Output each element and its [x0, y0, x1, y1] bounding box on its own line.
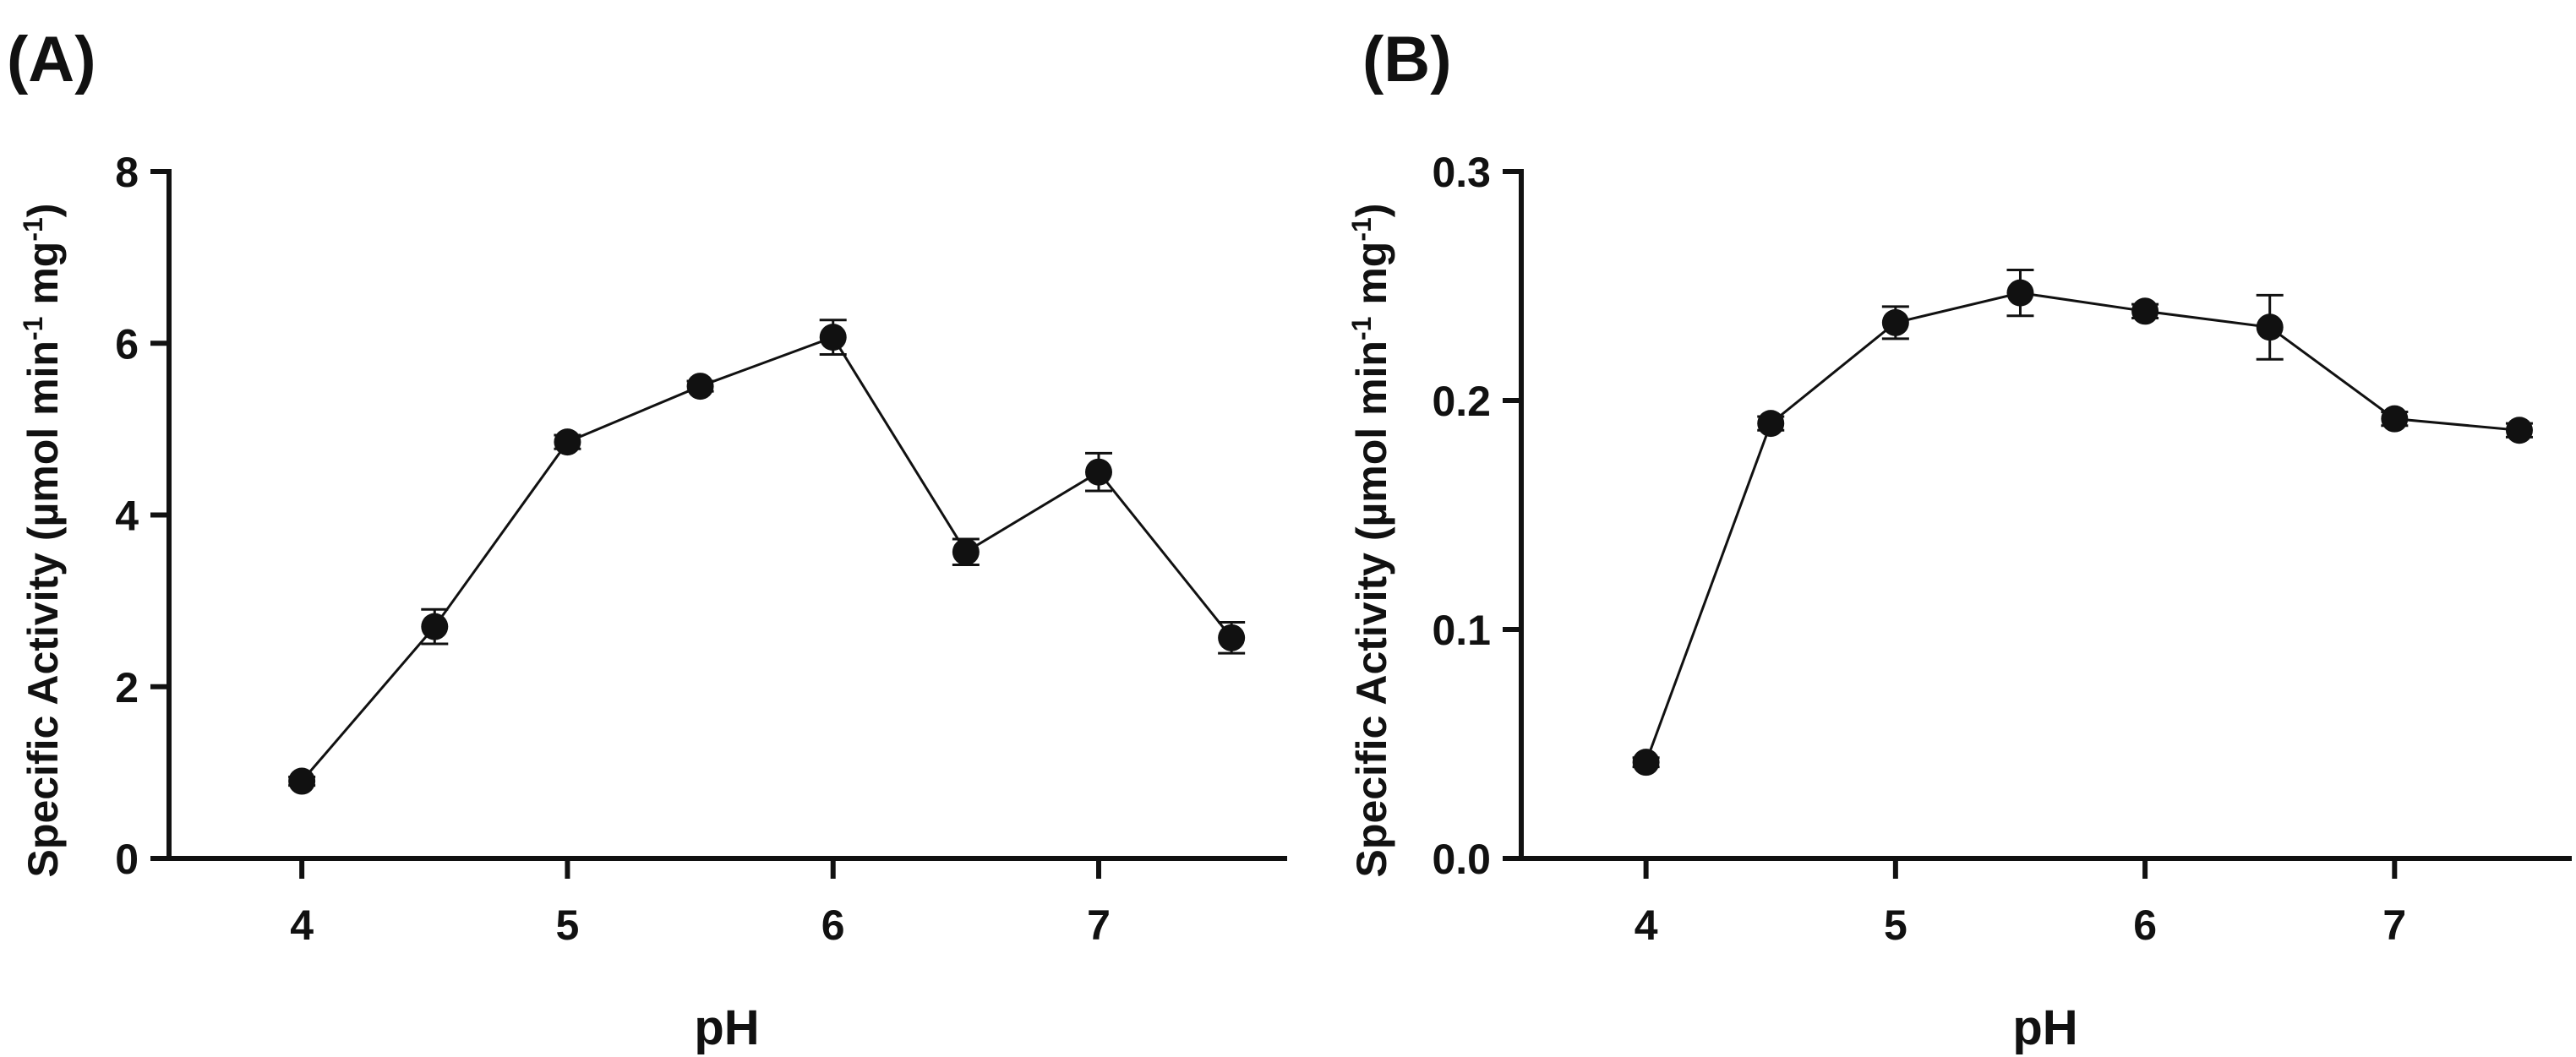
panel-a: (A) Specific Activity (µmol min-1 mg-1) … — [7, 24, 1287, 1055]
data-point — [1218, 624, 1246, 651]
data-point — [952, 538, 980, 566]
x-tick-label: 7 — [1087, 902, 1111, 949]
y-tick-label: 0.0 — [1432, 836, 1491, 883]
y-axis-title-sup: -1 — [1346, 217, 1377, 241]
y-axis-title-main: Specific Activity (µmol min — [1348, 341, 1395, 877]
x-tick-label: 5 — [1884, 902, 1907, 949]
y-axis-title: Specific Activity (µmol min-1 mg-1) — [1346, 204, 1395, 878]
data-point — [2131, 297, 2159, 325]
data-point — [2381, 405, 2409, 433]
data-point — [2256, 313, 2284, 341]
data-point — [554, 428, 581, 456]
data-point — [1757, 410, 1785, 438]
panel-label: (B) — [1362, 24, 1452, 95]
y-axis-title-end: ) — [19, 204, 67, 218]
y-tick-label: 2 — [115, 664, 139, 711]
y-tick-label: 0.1 — [1432, 607, 1491, 654]
y-tick-label: 8 — [115, 149, 139, 196]
data-point — [686, 373, 714, 400]
data-point — [819, 324, 847, 351]
series-line — [301, 335, 1233, 782]
data-point — [1632, 749, 1660, 776]
y-axis-title-mid: mg — [19, 242, 67, 317]
x-axis-title: pH — [694, 1000, 759, 1055]
y-axis-title-sup: -1 — [18, 317, 48, 341]
y-axis-title-mid: mg — [1348, 242, 1395, 317]
y-tick-label: 0.2 — [1432, 378, 1491, 425]
series-line — [1645, 291, 2520, 763]
data-point — [1881, 308, 1909, 336]
x-tick-label: 4 — [1635, 902, 1658, 949]
y-axis-title-sup: -1 — [18, 217, 48, 241]
data-point — [1085, 458, 1112, 486]
plot-area: 0 2 4 6 8 4 5 6 7 — [115, 149, 1287, 949]
x-axis-title: pH — [2012, 1000, 2077, 1055]
plot-area: 0.0 0.1 0.2 0.3 4 5 6 7 — [1432, 149, 2572, 949]
y-tick-label: 4 — [115, 493, 139, 540]
x-tick-label: 5 — [556, 902, 580, 949]
x-tick-label: 4 — [290, 902, 314, 949]
y-tick-label: 0.3 — [1432, 149, 1491, 196]
data-point — [2006, 279, 2034, 307]
panel-label: (A) — [7, 24, 96, 95]
x-tick-label: 6 — [821, 902, 845, 949]
x-tick-label: 6 — [2133, 902, 2157, 949]
panel-b: (B) Specific Activity (µmol min-1 mg-1) … — [1346, 24, 2572, 1055]
y-axis-title: Specific Activity (µmol min-1 mg-1) — [18, 204, 67, 878]
y-tick-label: 0 — [115, 836, 139, 883]
y-axis-title-sup: -1 — [1346, 317, 1377, 341]
y-tick-label: 6 — [115, 320, 139, 368]
y-axis-title-main: Specific Activity (µmol min — [19, 341, 67, 877]
data-point — [2505, 417, 2533, 444]
data-point — [421, 613, 449, 640]
data-point — [288, 767, 316, 795]
x-tick-label: 7 — [2382, 902, 2406, 949]
y-axis-title-end: ) — [1348, 204, 1395, 218]
